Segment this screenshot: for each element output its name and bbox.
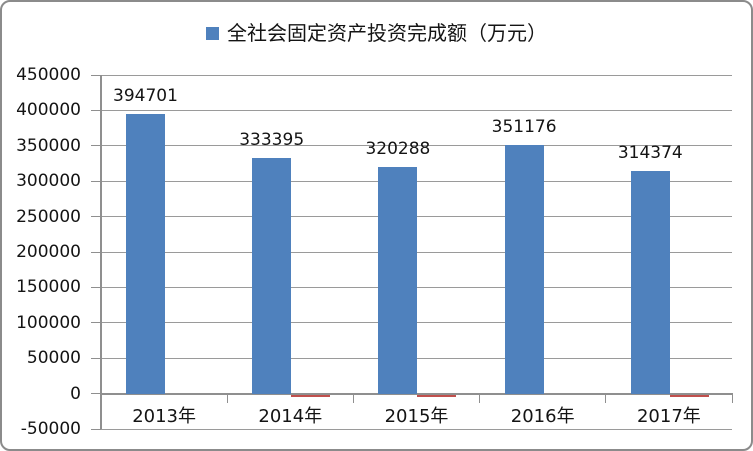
- red-bar-2017年: [669, 395, 709, 398]
- bar-value-label: 333395: [239, 129, 305, 150]
- y-axis-tick: [91, 180, 101, 182]
- bar-value-label: 351176: [491, 116, 557, 137]
- red-bar-2014年: [291, 395, 331, 398]
- x-axis-tick: [731, 393, 733, 403]
- y-axis-tick-label: 100000: [16, 312, 81, 333]
- y-axis-tick: [91, 74, 101, 76]
- bar-value-label: 394701: [113, 86, 178, 107]
- x-axis-category-label: 2016年: [510, 406, 575, 427]
- bar-2014年: [252, 157, 292, 394]
- y-axis-line: [100, 75, 102, 429]
- bar-2013年: [126, 114, 165, 394]
- y-axis-tick-label: -50000: [20, 419, 81, 439]
- x-axis-tick: [605, 393, 607, 403]
- y-gridline: [101, 109, 732, 111]
- y-axis-tick-label: 450000: [16, 65, 81, 85]
- x-axis-tick: [100, 393, 102, 403]
- y-gridline: [101, 74, 732, 76]
- y-axis-tick: [91, 216, 101, 218]
- y-axis-tick-label: 350000: [16, 135, 81, 156]
- bar-2015年: [378, 166, 418, 394]
- bar-2017年: [630, 171, 670, 394]
- x-axis-category-label: 2017年: [636, 406, 701, 427]
- y-axis-tick: [91, 357, 101, 359]
- red-bar-2015年: [417, 395, 457, 398]
- y-axis-tick-label: 150000: [16, 277, 81, 298]
- y-axis-tick-label: 250000: [16, 206, 81, 227]
- y-axis-tick: [91, 393, 101, 395]
- y-gridline: [101, 145, 732, 147]
- y-axis-tick: [91, 322, 101, 324]
- x-axis-category-label: 2014年: [258, 406, 323, 427]
- legend-label: 全社会固定资产投资完成额（万元）: [227, 21, 547, 45]
- bar-value-label: 320288: [365, 138, 431, 159]
- x-axis-tick: [352, 393, 354, 403]
- y-axis-tick: [91, 428, 101, 430]
- x-axis-tick: [479, 393, 481, 403]
- x-axis-category-label: 2013年: [132, 406, 196, 427]
- bar-2016年: [504, 144, 544, 394]
- y-axis-tick-label: 200000: [16, 242, 81, 262]
- y-axis-tick-label: 300000: [16, 171, 81, 192]
- chart-legend: 全社会固定资产投资完成额（万元）: [2, 20, 751, 46]
- x-axis-tick: [226, 393, 228, 403]
- y-gridline: [101, 428, 732, 430]
- x-axis-line: [100, 392, 733, 395]
- y-axis-tick-label: 0: [70, 383, 81, 404]
- y-axis-tick: [91, 286, 101, 288]
- y-axis-tick: [91, 145, 101, 147]
- x-axis-category-label: 2015年: [384, 406, 449, 427]
- y-axis-tick-label: 400000: [16, 100, 81, 121]
- y-axis-tick-label: 50000: [26, 348, 81, 369]
- y-axis-tick: [91, 251, 101, 253]
- legend-marker-square: [206, 26, 219, 40]
- bar-value-label: 314374: [617, 143, 683, 164]
- y-axis-tick: [91, 109, 101, 111]
